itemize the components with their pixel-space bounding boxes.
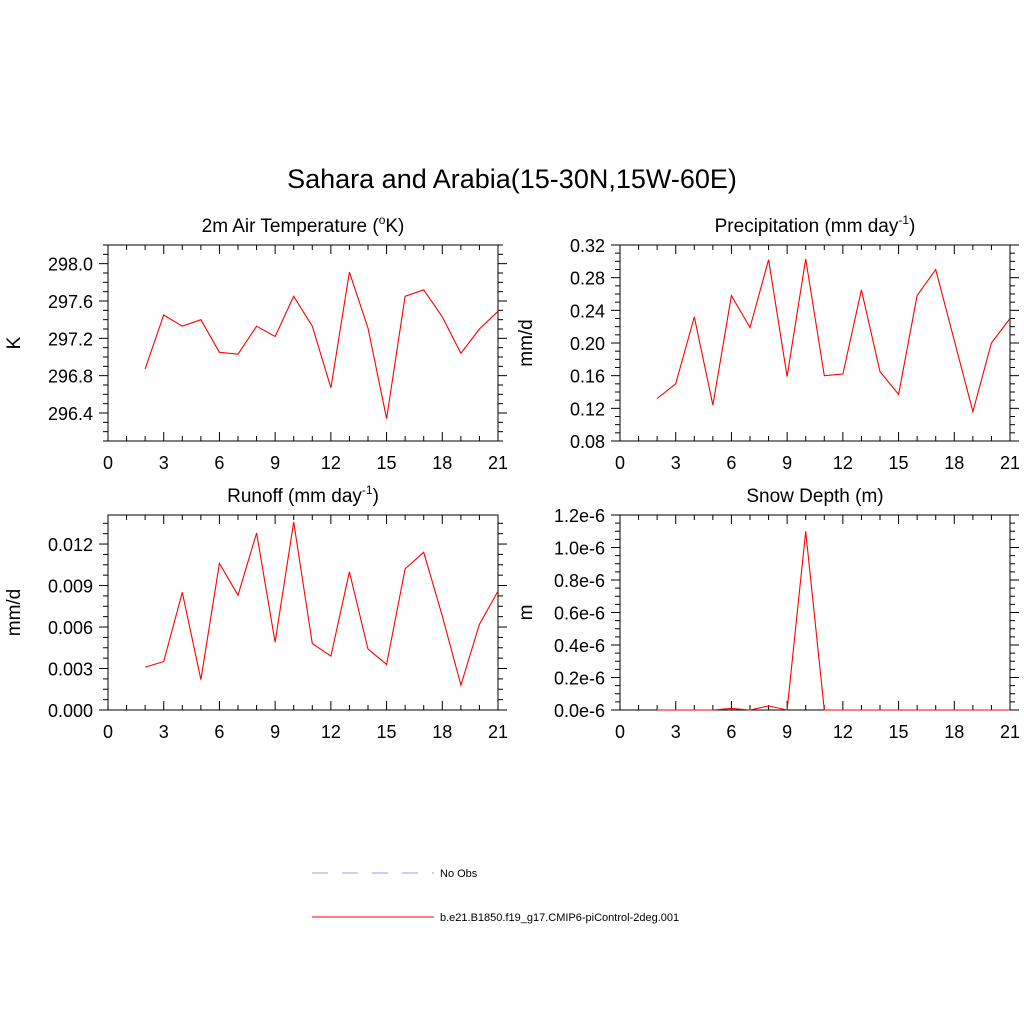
plot-frame [619, 244, 1011, 442]
x-tick-label: 15 [377, 453, 397, 473]
x-tick-label: 15 [377, 722, 397, 742]
x-tick-label: 9 [782, 722, 792, 742]
x-tick-label: 0 [103, 722, 113, 742]
y-tick-label: 0.32 [570, 236, 605, 256]
panel-runoff: Runoff (mm day-1) mm/d 0 3 6 9 12 15 18 21 0.000 0.… [4, 483, 508, 742]
x-tick-label: 6 [726, 722, 736, 742]
y-tick-label: 296.8 [48, 367, 93, 387]
series-line [657, 531, 1010, 711]
y-tick-label: 296.4 [48, 404, 93, 424]
x-tick-label: 3 [671, 722, 681, 742]
y-axis-label: mm/d [516, 319, 537, 367]
legend-label: No Obs [440, 868, 478, 880]
y-tick-label: 298.0 [48, 255, 93, 275]
y-tick-label: 0.08 [570, 432, 605, 452]
x-tick-label: 3 [159, 453, 169, 473]
panel-title-text: Precipitation (mm day [715, 216, 899, 237]
plot-frame [619, 514, 1011, 711]
x-tick-label: 9 [270, 453, 280, 473]
figure-title: Sahara and Arabia(15-30N,15W-60E) [287, 164, 737, 194]
x-tick-label: 9 [270, 722, 280, 742]
y-tick-label: 0.0e-6 [554, 701, 605, 721]
x-tick-label: 3 [671, 453, 681, 473]
y-tick-label: 0.24 [570, 301, 605, 321]
panel-title-text: 2m Air Temperature ( [202, 216, 380, 237]
x-tick-label: 21 [488, 453, 508, 473]
series-line [144, 271, 499, 419]
y-tick-label: 0.12 [570, 399, 605, 419]
x-tick-label: 0 [615, 722, 625, 742]
panel-snow-depth: Snow Depth (m) m 0 3 6 9 12 15 18 21 0.0e-6 0.2e-6 0… [516, 486, 1020, 742]
y-axis-label: mm/d [4, 589, 25, 637]
panel-title-suffix: ) [373, 486, 379, 507]
x-tick-label: 3 [159, 722, 169, 742]
plot-frame [107, 244, 499, 442]
x-tick-label: 12 [833, 453, 853, 473]
x-tick-label: 21 [1000, 453, 1020, 473]
x-tick-label: 12 [833, 722, 853, 742]
y-tick-label: 0.003 [48, 660, 93, 680]
x-tick-label: 18 [432, 722, 452, 742]
y-tick-label: 1.2e-6 [554, 506, 605, 526]
y-axis-label: K [4, 336, 25, 349]
panel-title-text: Snow Depth (m) [746, 486, 883, 507]
panel-title: Snow Depth (m) [746, 486, 883, 507]
y-tick-label: 0.2e-6 [554, 669, 605, 689]
x-tick-label: 6 [726, 453, 736, 473]
x-tick-label: 18 [944, 722, 964, 742]
y-axis-label: m [516, 605, 537, 621]
x-tick-label: 6 [214, 722, 224, 742]
y-tick-label: 0.16 [570, 367, 605, 387]
y-tick-label: 0.009 [48, 577, 93, 597]
x-tick-label: 12 [321, 453, 341, 473]
x-tick-label: 15 [889, 722, 909, 742]
plot-frame [107, 514, 499, 711]
panel-title-superscript: -1 [898, 213, 909, 227]
y-tick-label: 297.2 [48, 329, 93, 349]
panel-air-temperature: 2m Air Temperature (oK) K 0 3 6 9 12 15 18 21 296.… [4, 213, 508, 473]
y-tick-label: 0.012 [48, 535, 93, 555]
y-tick-label: 0.20 [570, 334, 605, 354]
legend-label: b.e21.B1850.f19_g17.CMIP6-piControl-2deg… [440, 912, 679, 924]
panel-title-suffix: K) [385, 216, 404, 237]
series-line [144, 521, 499, 688]
y-tick-label: 0.4e-6 [554, 636, 605, 656]
panel-title-superscript: -1 [362, 483, 373, 497]
x-tick-label: 21 [488, 722, 508, 742]
x-tick-label: 18 [432, 453, 452, 473]
panel-title: Runoff (mm day-1) [227, 483, 379, 507]
x-tick-label: 0 [103, 453, 113, 473]
y-tick-label: 0.28 [570, 269, 605, 289]
y-tick-label: 1.0e-6 [554, 539, 605, 559]
x-tick-label: 9 [782, 453, 792, 473]
x-tick-label: 12 [321, 722, 341, 742]
y-tick-label: 0.000 [48, 701, 93, 721]
panel-title-text: Runoff (mm day [227, 486, 362, 507]
panel-precipitation: Precipitation (mm day-1) mm/d 0 3 6 9 12 15 18 21… [516, 213, 1020, 473]
x-tick-label: 15 [889, 453, 909, 473]
x-tick-label: 0 [615, 453, 625, 473]
panel-title-suffix: ) [909, 216, 915, 237]
x-tick-label: 6 [214, 453, 224, 473]
y-tick-label: 0.8e-6 [554, 571, 605, 591]
y-tick-label: 0.006 [48, 618, 93, 638]
y-tick-label: 0.6e-6 [554, 604, 605, 624]
panel-title-superscript: o [379, 213, 386, 227]
series-line [656, 258, 1011, 414]
x-tick-label: 18 [944, 453, 964, 473]
legend: No Obs b.e21.B1850.f19_g17.CMIP6-piContro… [312, 868, 679, 924]
x-tick-label: 21 [1000, 722, 1020, 742]
panel-title: 2m Air Temperature (oK) [202, 213, 405, 237]
panel-title: Precipitation (mm day-1) [715, 213, 916, 237]
y-tick-label: 297.6 [48, 292, 93, 312]
